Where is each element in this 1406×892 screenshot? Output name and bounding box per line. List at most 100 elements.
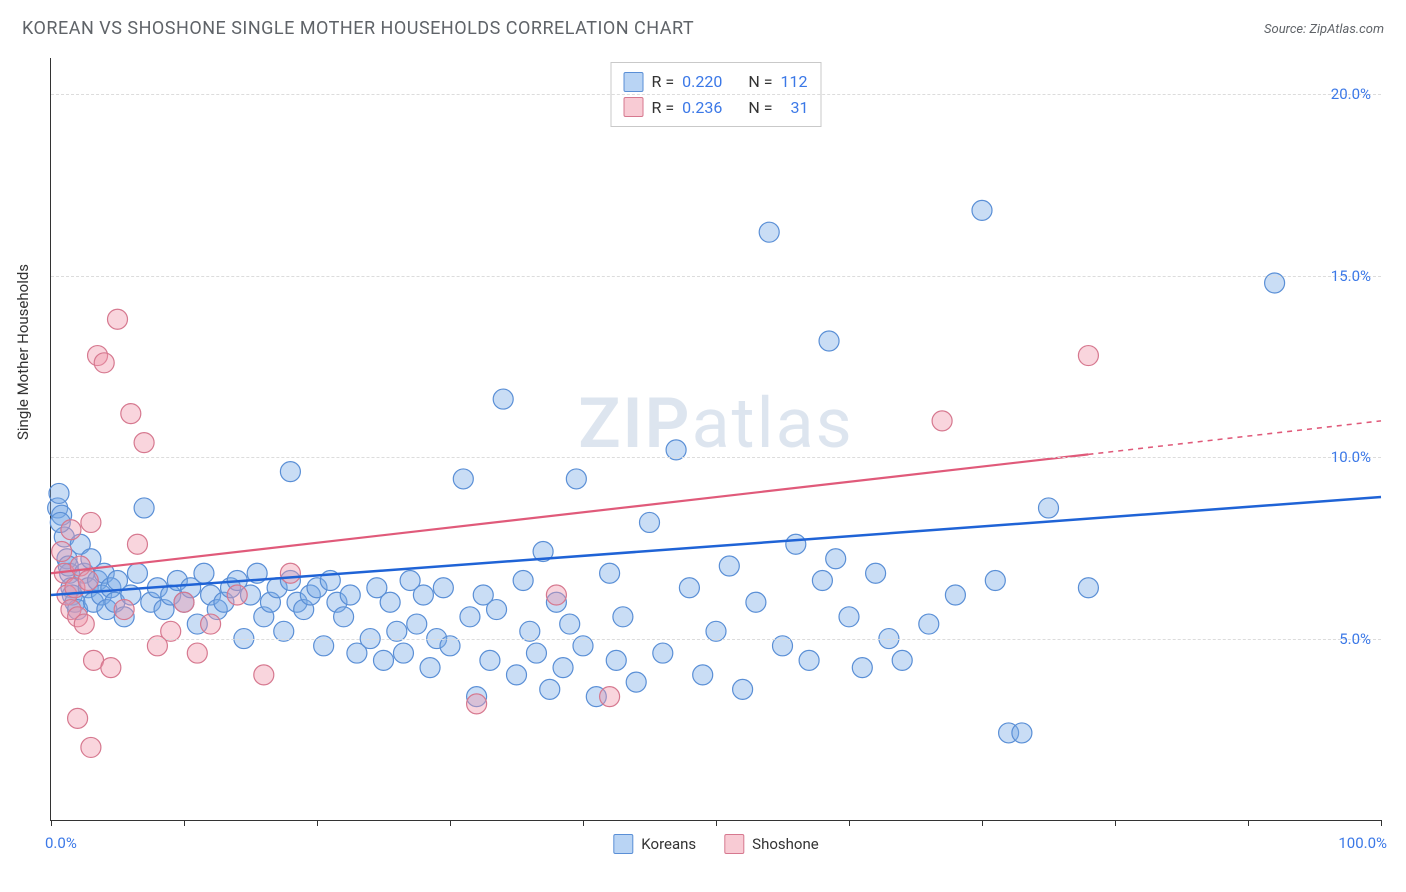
data-point [1078, 578, 1098, 598]
trend-line [51, 497, 1381, 595]
data-point [526, 643, 546, 663]
data-point [101, 658, 121, 678]
x-tick [317, 820, 318, 826]
data-point [227, 585, 247, 605]
legend-item-koreans: Koreans [613, 834, 696, 854]
data-point [540, 679, 560, 699]
source-name: ZipAtlas.com [1309, 22, 1384, 37]
data-point [127, 563, 147, 583]
data-point [693, 665, 713, 685]
data-point [812, 571, 832, 591]
data-point [460, 607, 480, 627]
gridline [51, 639, 1381, 640]
data-point [407, 614, 427, 634]
data-point [413, 585, 433, 605]
data-point [380, 592, 400, 612]
data-point [1078, 346, 1098, 366]
data-point [640, 512, 660, 532]
data-point [799, 650, 819, 670]
data-point [759, 222, 779, 242]
data-point [719, 556, 739, 576]
data-point [626, 672, 646, 692]
data-point [61, 520, 81, 540]
data-point [108, 309, 128, 329]
x-tick [982, 820, 983, 826]
data-point [340, 585, 360, 605]
data-point [127, 534, 147, 554]
legend-series: Koreans Shoshone [613, 834, 818, 854]
data-point [49, 483, 69, 503]
data-point [507, 665, 527, 685]
data-point [78, 571, 98, 591]
y-tick-label: 5.0% [1339, 630, 1371, 648]
data-point [81, 737, 101, 757]
data-point [786, 534, 806, 554]
data-point [566, 469, 586, 489]
x-tick [716, 820, 717, 826]
data-point [985, 571, 1005, 591]
y-axis-title: Single Mother Households [14, 264, 32, 440]
chart-container: KOREAN VS SHOSHONE SINGLE MOTHER HOUSEHO… [0, 0, 1406, 892]
data-point [826, 549, 846, 569]
data-point [334, 607, 354, 627]
data-point [480, 650, 500, 670]
data-point [852, 658, 872, 678]
plot-area: ZIPatlas R = 0.220 N = 112 R = 0.236 N =… [50, 58, 1381, 821]
swatch-pink [724, 834, 744, 854]
data-point [493, 389, 513, 409]
x-tick [450, 820, 451, 826]
y-tick-label: 10.0% [1331, 448, 1371, 466]
data-point [201, 614, 221, 634]
data-point [819, 331, 839, 351]
data-point [52, 541, 72, 561]
data-point [487, 600, 507, 620]
data-point [467, 694, 487, 714]
data-point [280, 563, 300, 583]
data-point [746, 592, 766, 612]
data-point [374, 650, 394, 670]
data-point [68, 708, 88, 728]
data-point [433, 578, 453, 598]
data-point [892, 650, 912, 670]
data-point [553, 658, 573, 678]
data-point [679, 578, 699, 598]
data-point [932, 411, 952, 431]
data-point [174, 592, 194, 612]
data-point [600, 687, 620, 707]
data-point [393, 643, 413, 663]
x-axis-min-label: 0.0% [45, 834, 77, 852]
x-tick [51, 820, 52, 826]
chart-svg [51, 58, 1381, 820]
data-point [613, 607, 633, 627]
data-point [653, 643, 673, 663]
data-point [546, 585, 566, 605]
swatch-blue [613, 834, 633, 854]
data-point [560, 614, 580, 634]
data-point [134, 498, 154, 518]
x-tick [849, 820, 850, 826]
data-point [1012, 723, 1032, 743]
x-axis-max-label: 100.0% [1338, 834, 1387, 852]
data-point [121, 404, 141, 424]
x-tick [1115, 820, 1116, 826]
data-point [866, 563, 886, 583]
data-point [606, 650, 626, 670]
source-label: Source: [1264, 22, 1306, 37]
x-tick [184, 820, 185, 826]
y-tick-label: 20.0% [1331, 85, 1371, 103]
gridline [51, 276, 1381, 277]
source-attribution: Source: ZipAtlas.com [1264, 22, 1384, 37]
legend-label-shoshone: Shoshone [752, 835, 819, 853]
data-point [94, 353, 114, 373]
data-point [74, 614, 94, 634]
chart-title: KOREAN VS SHOSHONE SINGLE MOTHER HOUSEHO… [22, 18, 694, 39]
x-tick [1248, 820, 1249, 826]
data-point [134, 433, 154, 453]
data-point [733, 679, 753, 699]
x-tick [583, 820, 584, 826]
legend-item-shoshone: Shoshone [724, 834, 819, 854]
data-point [420, 658, 440, 678]
data-point [513, 571, 533, 591]
data-point [1039, 498, 1059, 518]
gridline [51, 457, 1381, 458]
